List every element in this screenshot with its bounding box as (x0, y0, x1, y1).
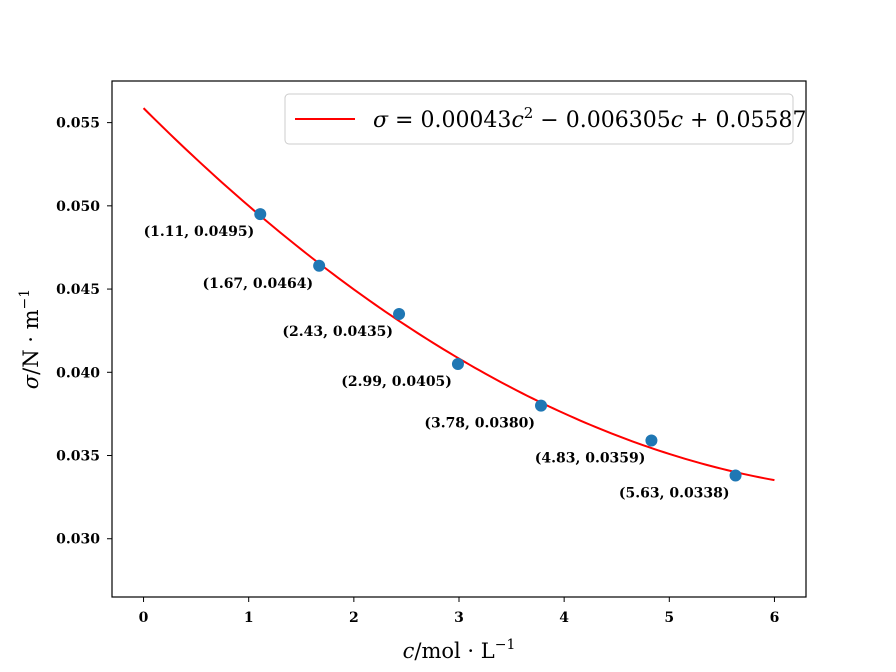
y-tick-label: 0.045 (56, 282, 100, 298)
data-point (645, 434, 658, 447)
x-tick-label: 0 (139, 610, 149, 626)
x-axis-title: c/mol · L−1 (403, 637, 516, 663)
y-tick-label: 0.050 (56, 199, 100, 215)
data-points (254, 208, 742, 482)
x-tick-label: 1 (244, 610, 254, 626)
x-tick-label: 6 (770, 610, 780, 626)
point-label: (5.63, 0.0338) (619, 485, 730, 501)
data-point (393, 308, 406, 321)
point-label: (2.43, 0.0435) (282, 324, 393, 340)
data-point (451, 357, 464, 370)
plot-area (111, 80, 807, 598)
data-point (729, 469, 742, 482)
point-label: (1.67, 0.0464) (202, 276, 313, 292)
legend: σ = 0.00043c2 − 0.006305c + 0.05587 (284, 93, 806, 145)
y-tick-label: 0.055 (56, 116, 100, 132)
data-point (313, 259, 326, 272)
y-tick-label: 0.040 (56, 365, 100, 381)
x-axis-ticks: 0 1 2 3 4 5 6 (139, 597, 780, 626)
y-tick-label: 0.035 (56, 449, 100, 465)
point-label: (1.11, 0.0495) (144, 224, 255, 240)
x-tick-label: 3 (454, 610, 464, 626)
y-tick-label: 0.030 (56, 532, 100, 548)
x-tick-label: 5 (664, 610, 674, 626)
point-labels: (1.11, 0.0495) (1.67, 0.0464) (2.43, 0.043… (144, 224, 730, 501)
point-label: (2.99, 0.0405) (341, 374, 452, 390)
legend-label: σ = 0.00043c2 − 0.006305c + 0.05587 (373, 104, 806, 133)
data-point (535, 399, 548, 412)
legend-box (284, 93, 794, 145)
y-axis-title: σ/N · m−1 (17, 289, 43, 389)
point-label: (4.83, 0.0359) (535, 451, 646, 467)
y-axis-ticks: 0.030 0.035 0.040 0.045 0.050 0.055 (56, 116, 112, 548)
point-label: (3.78, 0.0380) (424, 416, 535, 432)
x-tick-label: 2 (349, 610, 359, 626)
data-point (254, 208, 267, 221)
x-tick-label: 4 (559, 610, 569, 626)
